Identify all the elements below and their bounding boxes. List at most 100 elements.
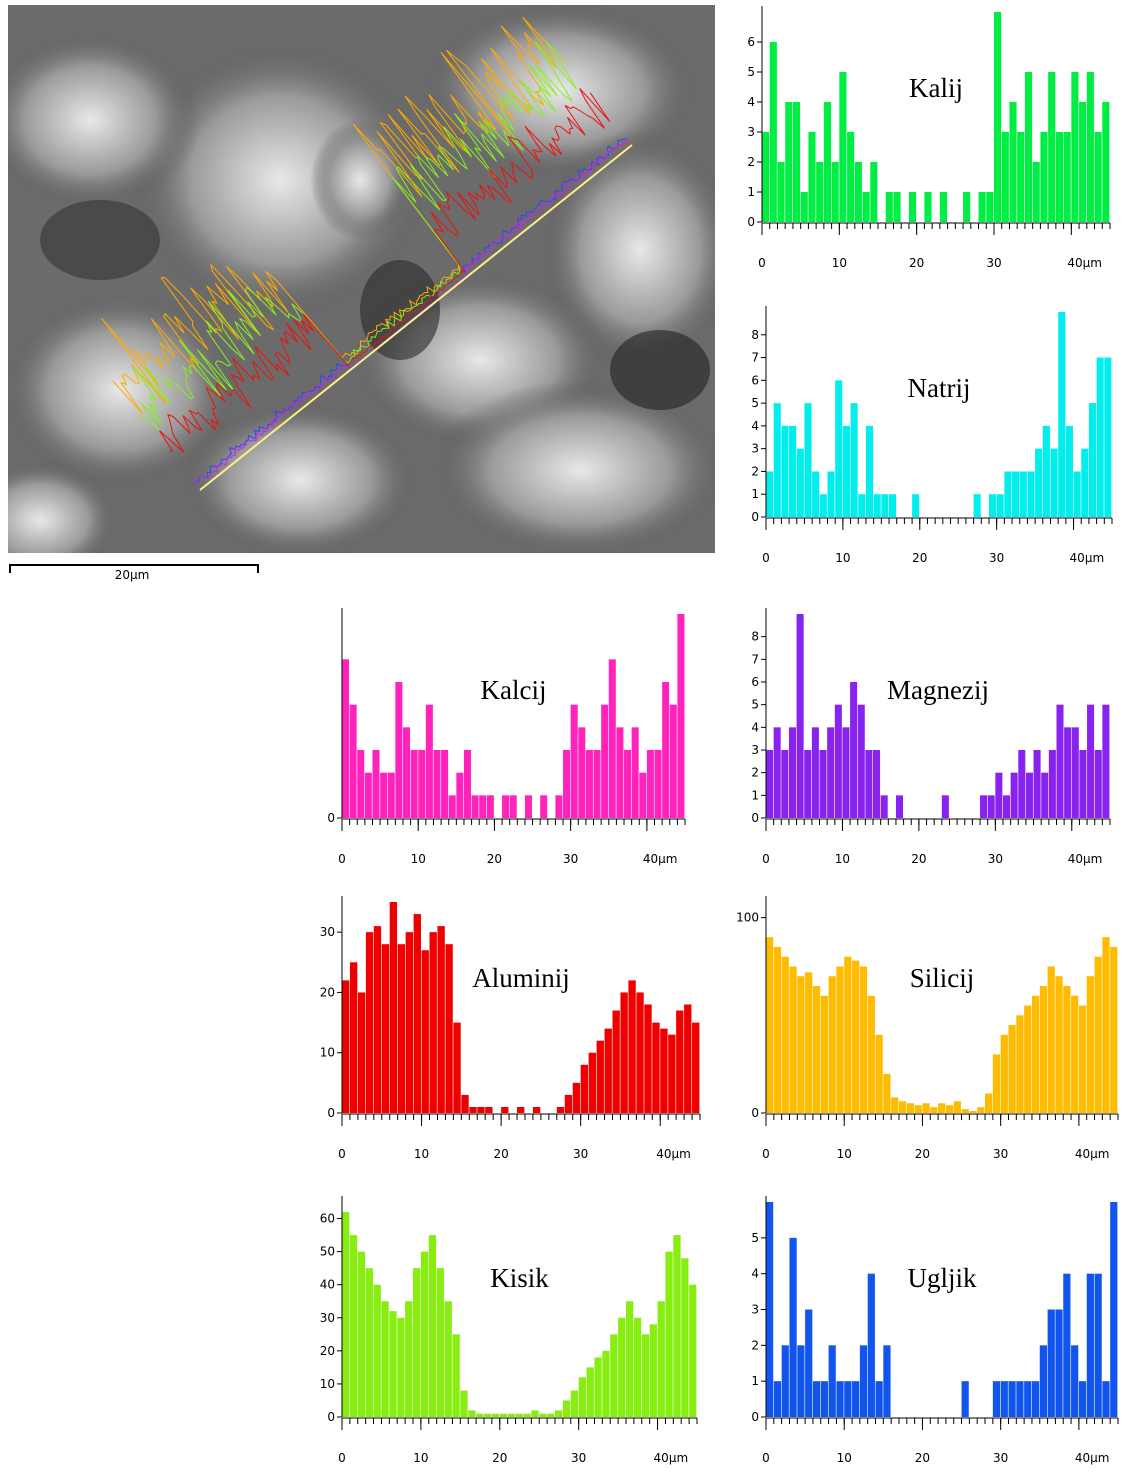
- bar: [1024, 72, 1033, 222]
- bar: [945, 1105, 954, 1113]
- bar: [850, 403, 858, 517]
- bar: [996, 494, 1004, 517]
- bar: [448, 795, 456, 818]
- bar: [1018, 750, 1026, 818]
- x-tick-label: 40µm: [654, 1451, 689, 1465]
- bar: [441, 750, 449, 818]
- bar: [973, 494, 981, 517]
- x-tick-label: 40µm: [1075, 1451, 1110, 1465]
- y-tick-label: 0: [751, 510, 759, 524]
- bar: [880, 795, 888, 818]
- bar: [1009, 102, 1017, 222]
- bar: [373, 926, 382, 1113]
- bar: [1039, 986, 1047, 1113]
- bar: [862, 192, 870, 222]
- bar: [662, 682, 670, 818]
- y-tick-label: 4: [751, 1267, 759, 1281]
- y-tick-label: 0: [751, 1410, 759, 1424]
- bar: [828, 1345, 836, 1417]
- bar: [681, 1258, 689, 1417]
- bar: [420, 1251, 429, 1417]
- bar: [389, 902, 398, 1113]
- bar: [978, 192, 986, 222]
- y-tick-label: 40: [320, 1278, 335, 1292]
- bar: [405, 932, 413, 1113]
- y-tick-label: 6: [751, 675, 759, 689]
- bar: [1078, 1381, 1087, 1417]
- y-tick-label: 5: [751, 396, 759, 410]
- bar: [397, 944, 406, 1113]
- bar: [781, 425, 789, 517]
- x-tick-label: 30: [989, 551, 1004, 565]
- bar: [941, 795, 949, 818]
- bar: [1094, 750, 1102, 818]
- y-tick-label: 100: [736, 911, 759, 925]
- bar: [523, 1413, 531, 1417]
- bar: [357, 1251, 366, 1417]
- y-tick-label: 5: [751, 698, 759, 712]
- x-tick-label: 0: [762, 1147, 770, 1161]
- bar: [986, 192, 994, 222]
- bar: [875, 1381, 883, 1417]
- x-tick-label: 20: [909, 256, 924, 270]
- bar: [852, 960, 860, 1113]
- bar: [620, 992, 628, 1113]
- bar: [660, 1028, 668, 1113]
- bar: [898, 1101, 907, 1113]
- bar: [881, 494, 889, 517]
- bar: [823, 102, 831, 222]
- bar: [1002, 795, 1011, 818]
- bar: [433, 750, 441, 818]
- bar: [1065, 425, 1073, 517]
- bar: [445, 944, 453, 1113]
- bar: [669, 704, 677, 818]
- y-tick-label: 2: [751, 464, 759, 478]
- y-tick-label: 0: [751, 811, 759, 825]
- bar: [631, 727, 639, 818]
- bar: [618, 1317, 626, 1417]
- bar: [930, 1107, 938, 1113]
- bar: [777, 162, 785, 222]
- x-tick-label: 10: [837, 1147, 852, 1161]
- bar: [1008, 1381, 1016, 1417]
- bar: [969, 1111, 977, 1113]
- bar: [788, 727, 796, 818]
- bar: [668, 1034, 676, 1113]
- scan-line: [199, 144, 633, 491]
- y-tick-label: 4: [751, 720, 759, 734]
- bar: [1001, 132, 1009, 222]
- bar: [1040, 132, 1048, 222]
- y-tick-label: 20: [320, 985, 335, 999]
- x-tick-label: 0: [758, 256, 766, 270]
- bar: [766, 471, 774, 517]
- bar: [1017, 132, 1025, 222]
- chart: 0 1 2 3 4 5 6 0 10 20 30 40µm Kalij: [747, 6, 1111, 270]
- bar: [1088, 403, 1097, 517]
- y-tick-label: 0: [327, 1106, 335, 1120]
- bar: [912, 494, 920, 517]
- bar: [797, 1345, 805, 1417]
- bar: [781, 750, 789, 818]
- bar: [1094, 132, 1102, 222]
- bar: [649, 1324, 657, 1417]
- bar: [789, 1237, 797, 1417]
- bar: [844, 1381, 852, 1417]
- bar: [539, 1413, 547, 1417]
- bar: [389, 1311, 397, 1417]
- x-tick-label: 10: [835, 551, 850, 565]
- bar: [517, 1106, 525, 1113]
- bar: [413, 914, 421, 1113]
- bar: [616, 727, 624, 818]
- bar: [796, 448, 804, 517]
- x-tick-label: 0: [338, 852, 346, 866]
- bar: [602, 1350, 610, 1417]
- bar: [769, 42, 777, 222]
- y-tick-label: 0: [747, 215, 755, 229]
- y-tick-label: 1: [747, 185, 755, 199]
- chart-title: Ugljik: [907, 1263, 977, 1293]
- bar: [564, 1094, 573, 1113]
- bar: [773, 727, 781, 818]
- bar: [555, 795, 563, 818]
- bar: [1110, 1202, 1118, 1417]
- bar: [413, 1268, 421, 1417]
